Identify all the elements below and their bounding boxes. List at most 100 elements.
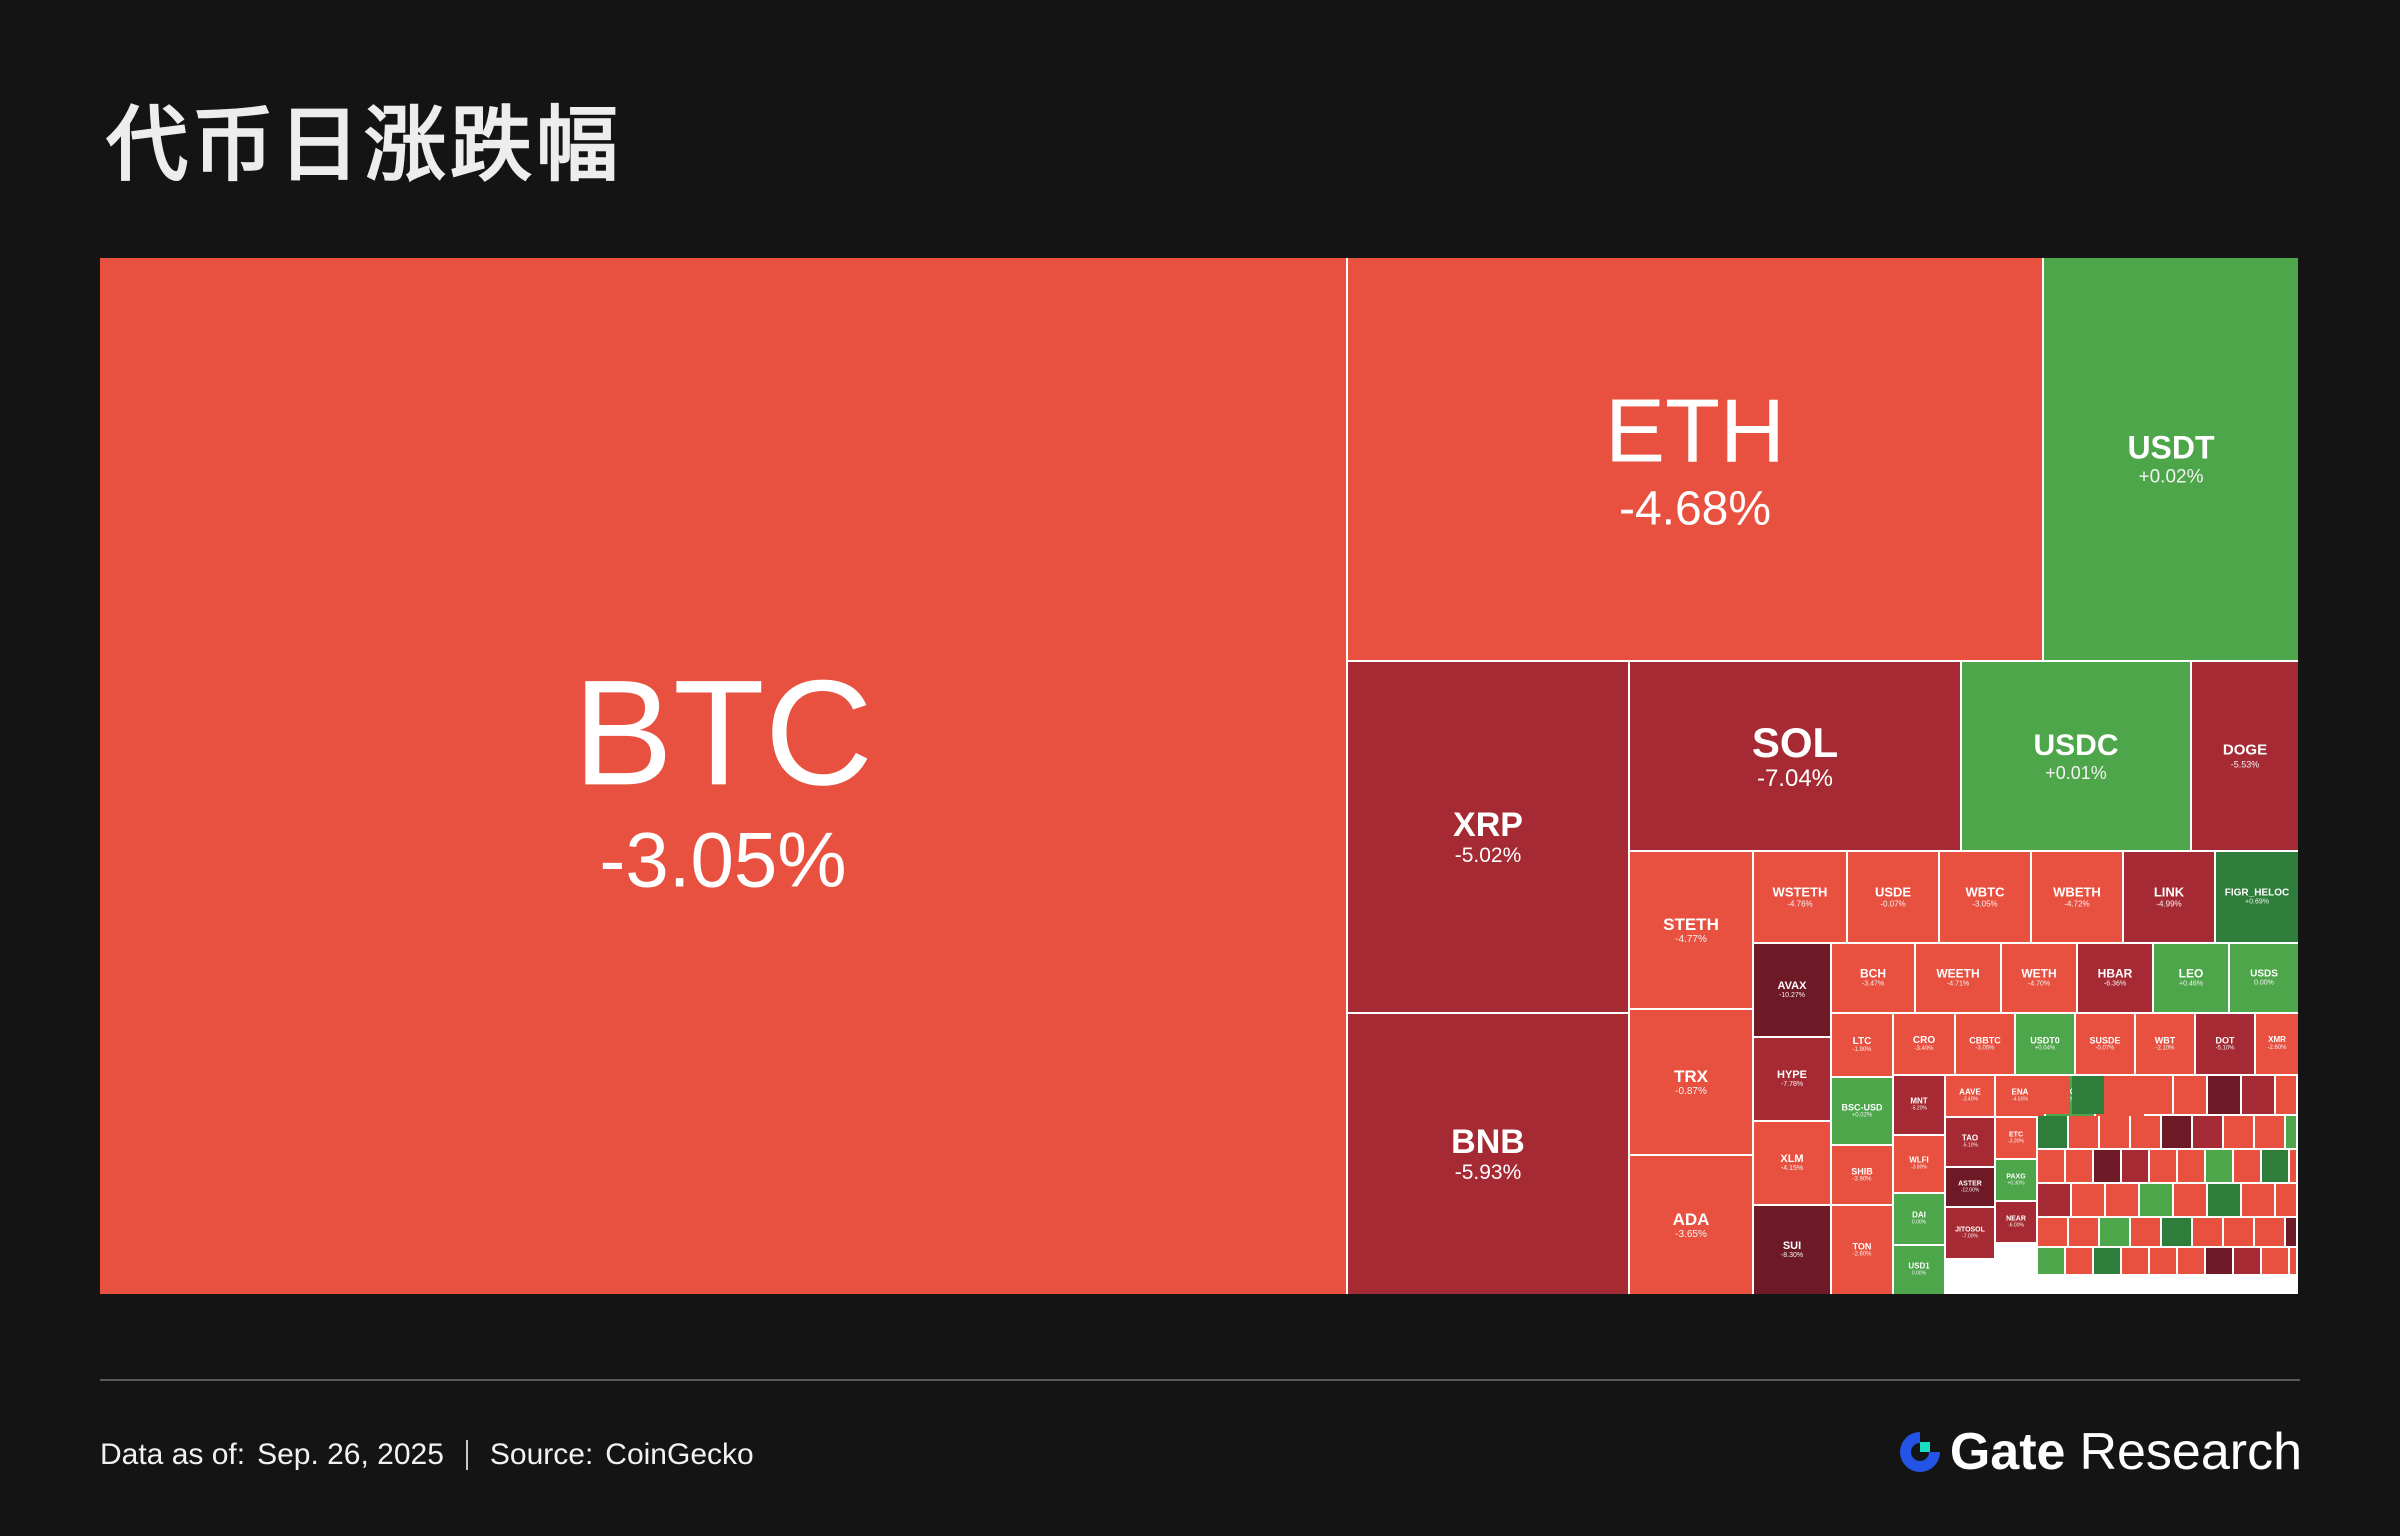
tile-cro: CRO -3.40% (1894, 1014, 1954, 1074)
tile-change: -12.00% (1960, 1187, 1980, 1194)
tile-change: -3.40% (1914, 1046, 1934, 1053)
tile-small (2255, 1218, 2284, 1246)
tile-small (2262, 1150, 2288, 1182)
tile-symbol: SUI (1782, 1239, 1802, 1252)
tile-small (2038, 1076, 2070, 1114)
tile-small (2131, 1116, 2160, 1148)
tile-near: NEAR -6.00% (1996, 1202, 2036, 1242)
tile-symbol: DOT (2215, 1035, 2235, 1046)
tile-change: 0.00% (1911, 1219, 1927, 1226)
tile-symbol: TON (1852, 1241, 1872, 1252)
brand-research: Research (2079, 1423, 2302, 1481)
tile-symbol: LINK (2153, 884, 2185, 900)
tile-symbol: WETH (2021, 966, 2057, 981)
tile-sui: SUI -8.30% (1754, 1206, 1830, 1294)
tile-symbol: ETH (1605, 381, 1785, 482)
tile-symbol: BNB (1451, 1123, 1525, 1162)
tile-symbol: SHIB (1851, 1166, 1873, 1177)
tile-small (2286, 1218, 2296, 1246)
tile-symbol: PAXG (2006, 1173, 2026, 1181)
tile-small (2242, 1184, 2274, 1216)
tile-small (2106, 1184, 2138, 1216)
tile-paxg: PAXG +0.30% (1996, 1160, 2036, 1200)
tile-symbol: USD1 (1908, 1261, 1930, 1271)
tile-small (2255, 1116, 2284, 1148)
tile-small (2140, 1076, 2172, 1114)
tile-xrp: XRP -5.02% (1348, 662, 1628, 1012)
tile-doge: DOGE -5.53% (2192, 662, 2298, 850)
tile-change: +0.02% (1851, 1112, 1873, 1119)
tile-change: -0.07% (2095, 1045, 2115, 1052)
tile-change: -3.80% (1911, 1164, 1927, 1171)
tile-symbol: XRP (1453, 806, 1523, 845)
tile-small (2150, 1150, 2176, 1182)
tile-symbol: BSC-USD (1841, 1102, 1883, 1113)
tile-change: -5.93% (1454, 1161, 1522, 1185)
tile-change: -10.27% (1778, 992, 1806, 1000)
tile-ena: ENA -4.50% (1996, 1076, 2044, 1116)
tile-change: -3.30% (2008, 1138, 2024, 1145)
tile-bsc-usd: BSC-USD +0.02% (1832, 1078, 1892, 1144)
tile-small (2094, 1248, 2120, 1274)
tile-symbol: USDS (2250, 968, 2278, 980)
tile-change: -3.05% (1972, 898, 1998, 908)
tile-symbol: HYPE (1777, 1068, 1807, 1081)
tile-usdt: USDT +0.02% (2044, 258, 2298, 660)
tile-hbar: HBAR -6.36% (2078, 944, 2152, 1012)
tile-change: -4.72% (2064, 898, 2090, 908)
tile-symbol: BTC (573, 648, 873, 817)
tile-small (2066, 1150, 2092, 1182)
tile-change: +0.69% (2245, 898, 2269, 906)
tile-small (2122, 1248, 2148, 1274)
tile-change: -2.60% (2267, 1045, 2287, 1052)
tile-change: +0.30% (2007, 1180, 2025, 1187)
tile-symbol: DOGE (2222, 741, 2268, 759)
tile-wsteth: WSTETH -4.76% (1754, 852, 1846, 942)
tile-ada: ADA -3.65% (1630, 1156, 1752, 1294)
tile-change: -3.40% (1962, 1096, 1978, 1103)
tile-small (2234, 1150, 2260, 1182)
tile-small (2276, 1076, 2296, 1114)
tile-change: -1.90% (1852, 1047, 1872, 1054)
tile-change: -8.30% (1780, 1252, 1804, 1260)
tile-symbol: FIGR_HELOC (2224, 887, 2290, 899)
tile-symbol: WLFI (1909, 1155, 1929, 1165)
footer: Data as of: Sep. 26, 2025 Source: CoinGe… (100, 1438, 754, 1472)
tile-shib: SHIB -3.90% (1832, 1146, 1892, 1204)
tile-small (2072, 1184, 2104, 1216)
tile-aster: ASTER -12.00% (1946, 1168, 1994, 1206)
gate-logo-icon (1899, 1432, 1940, 1472)
tile-change: -7.04% (1756, 765, 1834, 793)
tile-small (2038, 1184, 2070, 1216)
tile-tao: TAO -5.10% (1946, 1118, 1994, 1166)
tile-change: +0.04% (2034, 1045, 2056, 1052)
tile-symbol: CRO (1912, 1035, 1936, 1047)
tile-small (2069, 1116, 2098, 1148)
tile-symbol: XLM (1780, 1152, 1804, 1165)
tile-symbol: ENA (2011, 1087, 2029, 1097)
tile-small (2224, 1218, 2253, 1246)
tile-symbol: STETH (1663, 914, 1719, 934)
tile-change: -5.02% (1454, 844, 1522, 868)
tile-change: -3.90% (1852, 1176, 1872, 1183)
tile-avax: AVAX -10.27% (1754, 944, 1830, 1036)
tile-small (2150, 1248, 2176, 1274)
tile-small (2094, 1150, 2120, 1182)
tile-change: +0.46% (2179, 980, 2203, 988)
tile-change: -4.76% (1787, 898, 1813, 908)
tile-small (2100, 1116, 2129, 1148)
tile-cbbtc: CBBTC -3.05% (1956, 1014, 2014, 1074)
tile-usde: USDE -0.07% (1848, 852, 1938, 942)
gate-research-brand: Gate Research (1896, 1422, 2302, 1482)
tile-small (2242, 1076, 2274, 1114)
source-label: Source: (489, 1438, 594, 1471)
tile-change: -0.07% (1880, 898, 1906, 908)
source-name: CoinGecko (605, 1438, 754, 1471)
data-date: Sep. 26, 2025 (257, 1438, 444, 1471)
tile-change: -7.78% (1780, 1081, 1804, 1089)
tile-change: -4.15% (1780, 1165, 1804, 1173)
tile-change: +0.02% (2138, 466, 2204, 488)
tile-xmr: XMR -2.60% (2256, 1014, 2298, 1074)
tile-dot: DOT -5.10% (2196, 1014, 2254, 1074)
tile-symbol: ADA (1672, 1209, 1710, 1229)
